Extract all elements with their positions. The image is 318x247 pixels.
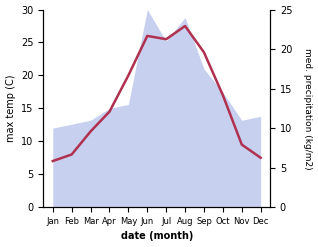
X-axis label: date (month): date (month) [121,231,193,242]
Y-axis label: med. precipitation (kg/m2): med. precipitation (kg/m2) [303,48,313,169]
Y-axis label: max temp (C): max temp (C) [5,75,16,142]
